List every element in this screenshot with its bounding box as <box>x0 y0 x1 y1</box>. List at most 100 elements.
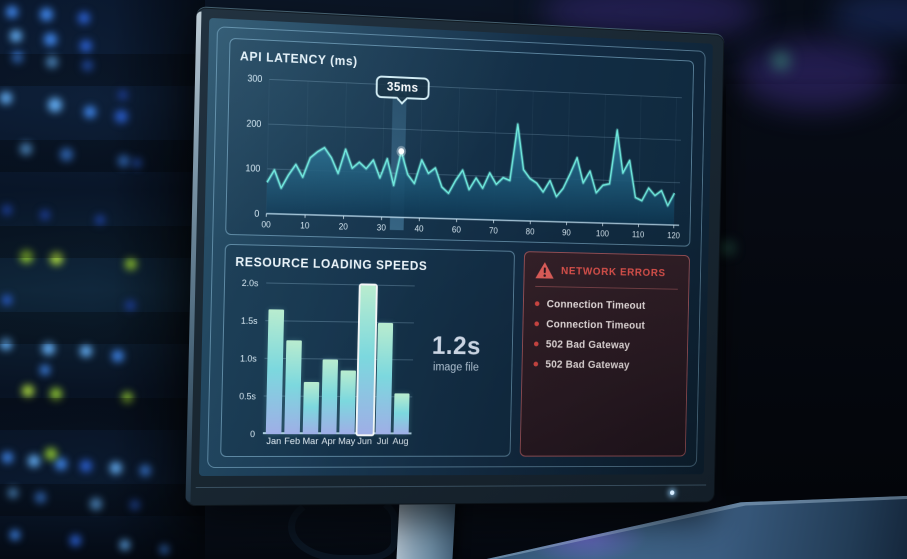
led-light <box>2 205 12 215</box>
bezel-groove <box>196 485 706 488</box>
latency-tooltip: 35ms <box>375 75 430 100</box>
y-tick-label: 100 <box>245 163 260 175</box>
bar-apr[interactable] <box>321 359 338 434</box>
bar-x-tick-label: Jun <box>355 436 373 452</box>
server-room-scene: API LATENCY (ms) 300 200 100 0 00 10 20 30 40 60 7… <box>0 0 907 559</box>
error-list-item: 502 Bad Gateway <box>533 354 676 375</box>
led-light <box>10 30 22 42</box>
y-tick-label: 300 <box>247 73 262 85</box>
errors-panel-title: NETWORK ERRORS <box>561 265 666 279</box>
bar-feb[interactable] <box>285 340 303 434</box>
led-light <box>28 455 40 467</box>
led-light <box>110 462 122 474</box>
error-list-item: Connection Timeout <box>534 314 677 336</box>
bar-y-tick-label: 0 <box>250 429 255 439</box>
led-light <box>40 8 53 21</box>
divider <box>535 286 678 290</box>
loading-speeds-panel: RESOURCE LOADING SPEEDS 2.0s 1.5s 1.0s 0.5s… <box>220 244 515 457</box>
led-light <box>0 338 12 350</box>
x-tick-label: 70 <box>489 226 498 236</box>
led-light <box>95 215 105 225</box>
led-light <box>2 295 12 305</box>
y-tick-label: 200 <box>246 118 261 130</box>
x-tick-label: 90 <box>562 228 571 238</box>
bar-x-tick-label: Apr <box>319 436 337 452</box>
loading-callout: 1.2s image file <box>415 331 498 375</box>
bar-chart-plot[interactable] <box>263 276 415 435</box>
led-light <box>115 110 128 123</box>
led-light <box>40 210 50 220</box>
bar-y-tick-label: 1.0s <box>240 353 257 363</box>
x-tick-label: 40 <box>414 224 423 234</box>
x-tick-label: 30 <box>377 223 386 233</box>
power-led-icon <box>670 490 675 495</box>
led-light <box>80 40 92 52</box>
dashboard-frame: API LATENCY (ms) 300 200 100 0 00 10 20 30 40 60 7… <box>207 26 706 468</box>
error-list-item: 502 Bad Gateway <box>534 334 677 356</box>
bullet-icon <box>534 342 539 347</box>
led-light <box>122 392 133 403</box>
server-rack <box>0 0 205 559</box>
led-light <box>82 60 93 71</box>
led-light <box>130 500 140 510</box>
led-light <box>118 90 128 100</box>
led-light <box>22 385 34 397</box>
led-light <box>70 535 81 546</box>
led-light <box>20 143 32 155</box>
x-tick-label: 20 <box>339 221 348 231</box>
led-light <box>90 498 102 510</box>
error-list: Connection Timeout Connection Timeout 50… <box>533 294 677 376</box>
led-light <box>44 33 57 46</box>
bar-x-tick-label: May <box>337 436 355 452</box>
led-light <box>78 12 90 24</box>
bar-chart: 2.0s 1.5s 1.0s 0.5s 0 Jan Feb Mar Apr May Jun Jul A… <box>231 275 504 452</box>
led-light <box>42 342 55 355</box>
led-light <box>55 458 67 470</box>
loading-panel-title: RESOURCE LOADING SPEEDS <box>235 255 504 275</box>
led-light <box>45 448 57 460</box>
led-light <box>125 258 137 270</box>
led-light <box>35 492 46 503</box>
latency-panel: API LATENCY (ms) 300 200 100 0 00 10 20 30 40 60 7… <box>225 38 694 247</box>
led-light <box>0 92 12 104</box>
led-light <box>80 460 92 472</box>
bar-mar[interactable] <box>303 382 320 435</box>
bullet-icon <box>533 362 538 367</box>
x-tick-label: 10 <box>300 220 310 230</box>
led-light <box>80 345 92 357</box>
blue-haze <box>830 0 907 40</box>
bar-y-tick-label: 0.5s <box>239 391 256 401</box>
bar-jul[interactable] <box>375 323 393 435</box>
bullet-icon <box>534 321 539 326</box>
bar-jan[interactable] <box>266 310 284 435</box>
led-light <box>120 540 130 550</box>
x-tick-label: 120 <box>667 230 680 240</box>
led-light <box>46 56 58 68</box>
led-light <box>40 365 50 375</box>
led-light <box>160 545 169 554</box>
led-light <box>84 106 96 118</box>
led-light <box>50 388 62 400</box>
bar-chart-x-axis: Jan Feb Mar Apr May Jun Jul Aug <box>262 436 411 452</box>
bar-x-tick-label: Jan <box>264 436 283 452</box>
bar-chart-y-axis: 2.0s 1.5s 1.0s 0.5s 0 <box>231 275 264 434</box>
bar-y-tick-label: 1.5s <box>241 316 258 326</box>
led-light <box>48 98 62 112</box>
led-light <box>20 250 33 263</box>
bar-x-tick-label: Aug <box>391 436 409 452</box>
monitor: API LATENCY (ms) 300 200 100 0 00 10 20 30 40 60 7… <box>185 6 724 506</box>
led-light <box>125 300 136 311</box>
latency-line-chart[interactable]: 300 200 100 000 10 20 30 40 60 70 80 90 100 110 120 <box>236 67 684 242</box>
led-light <box>132 158 142 168</box>
bar-aug[interactable] <box>393 393 409 434</box>
callout-value: 1.2s <box>415 331 498 362</box>
led-light <box>6 6 18 18</box>
bullet-icon <box>535 301 540 306</box>
bar-may[interactable] <box>339 371 356 435</box>
led-light <box>10 530 20 540</box>
latency-chart[interactable]: 300 200 100 0 00 10 20 30 40 60 70 80 90 100 110 120 35… <box>236 67 684 242</box>
led-light <box>50 252 63 265</box>
led-light <box>2 452 13 463</box>
led-light <box>118 155 130 167</box>
bar-jun[interactable] <box>357 285 376 434</box>
